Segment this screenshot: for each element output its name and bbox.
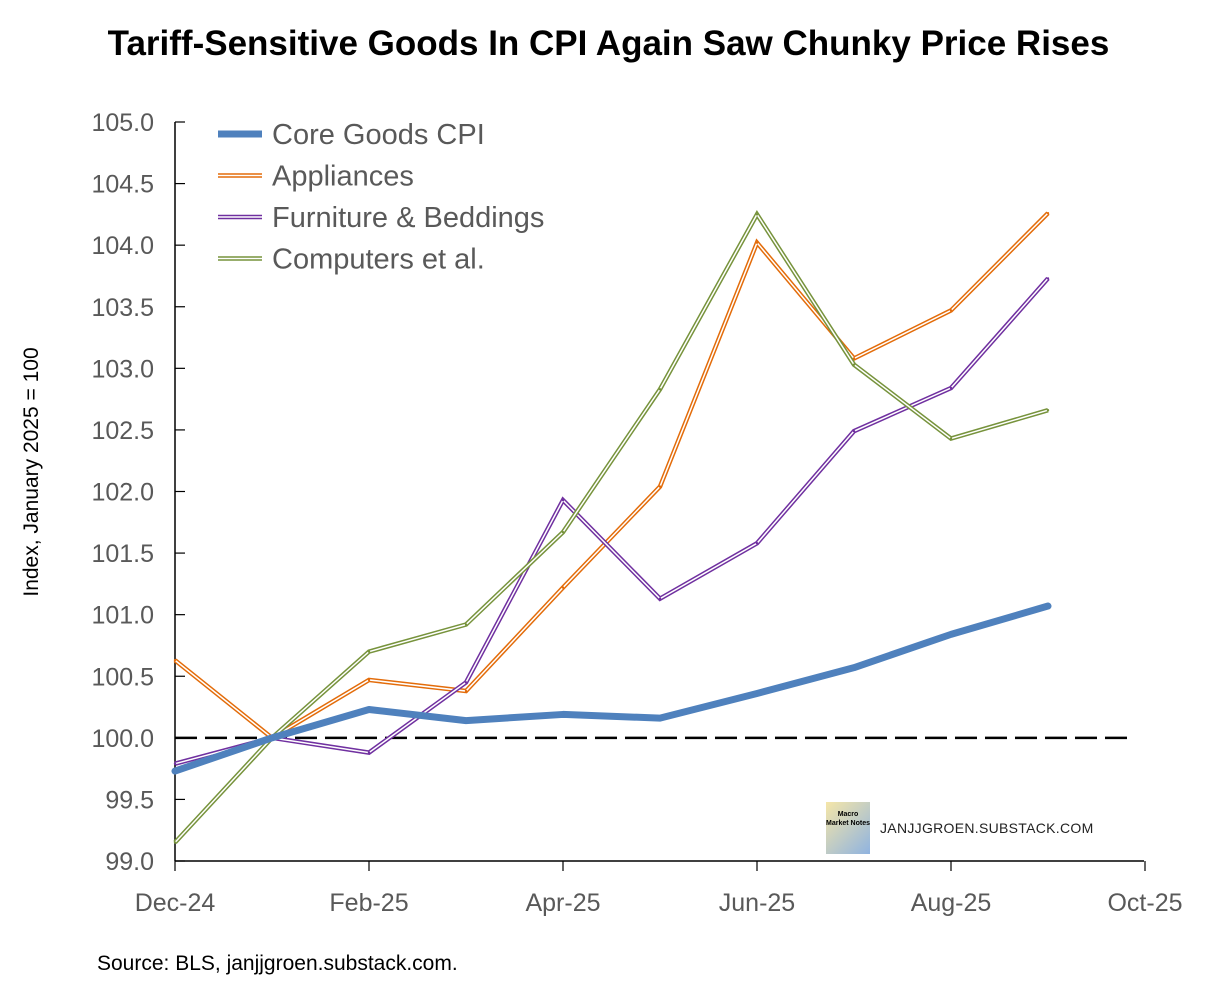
series-line-core-goods-cpi xyxy=(171,602,1052,775)
series-line-appliances xyxy=(173,211,1050,741)
data-point-appliances xyxy=(755,241,759,244)
data-point-furniture-beddings xyxy=(852,429,856,433)
data-point-furniture-beddings xyxy=(561,498,565,502)
y-tick-label: 102.5 xyxy=(91,417,154,445)
data-point-core-goods-cpi xyxy=(367,708,371,711)
data-point-appliances xyxy=(949,309,953,312)
watermark: Macro Market Notes JANJJGROEN.SUBSTACK.C… xyxy=(826,802,1094,854)
data-point-appliances xyxy=(173,659,177,662)
data-point-core-goods-cpi xyxy=(561,713,565,716)
series-line-computers-et-al xyxy=(173,209,1049,845)
data-point-computers-et-al xyxy=(852,363,856,366)
y-tick-label: 101.0 xyxy=(91,602,154,630)
watermark-logo: Macro Market Notes xyxy=(826,802,870,854)
data-point-core-goods-cpi xyxy=(464,719,468,722)
data-point-appliances xyxy=(367,678,371,682)
x-tick-label: Oct-25 xyxy=(1107,889,1182,917)
y-tick-label: 100.5 xyxy=(91,663,154,691)
legend-label: Core Goods CPI xyxy=(272,119,485,151)
data-point-core-goods-cpi xyxy=(658,716,662,720)
data-point-appliances xyxy=(852,357,856,360)
data-point-furniture-beddings xyxy=(464,681,468,684)
data-point-furniture-beddings xyxy=(173,762,177,765)
data-point-computers-et-al xyxy=(173,841,177,844)
series-line-furniture-beddings xyxy=(174,276,1050,766)
data-point-furniture-beddings xyxy=(949,386,953,390)
legend-label: Furniture & Beddings xyxy=(272,202,544,234)
data-point-core-goods-cpi xyxy=(173,769,177,773)
y-tick-label: 103.5 xyxy=(91,294,154,322)
y-tick-label: 104.0 xyxy=(91,232,154,260)
data-point-computers-et-al xyxy=(658,388,662,391)
data-point-computers-et-al xyxy=(949,437,953,440)
legend-label: Computers et al. xyxy=(272,244,485,276)
y-tick-label: 102.0 xyxy=(91,479,154,507)
x-tick-label: Aug-25 xyxy=(911,889,992,917)
data-point-computers-et-al xyxy=(1046,409,1050,412)
y-tick-label: 99.0 xyxy=(105,848,154,876)
x-tick-label: Jun-25 xyxy=(719,889,795,917)
chart-title: Tariff-Sensitive Goods In CPI Again Saw … xyxy=(107,24,1110,63)
data-point-appliances xyxy=(561,586,565,589)
data-point-core-goods-cpi xyxy=(270,736,274,740)
data-point-furniture-beddings xyxy=(755,542,759,545)
y-tick-label: 105.0 xyxy=(91,109,154,137)
data-point-computers-et-al xyxy=(464,623,468,626)
series-line-inner-furniture-beddings xyxy=(174,277,1049,765)
series-line-inner-appliances xyxy=(174,212,1049,739)
y-tick-label: 101.5 xyxy=(91,540,154,568)
data-point-computers-et-al xyxy=(561,530,565,534)
data-point-furniture-beddings xyxy=(1046,277,1050,280)
legend-label: Appliances xyxy=(272,161,414,193)
x-tick-label: Feb-25 xyxy=(329,889,408,917)
y-tick-label: 100.0 xyxy=(91,725,154,753)
data-point-appliances xyxy=(658,485,662,488)
data-point-core-goods-cpi xyxy=(1046,604,1050,608)
data-point-furniture-beddings xyxy=(658,597,662,600)
data-point-computers-et-al xyxy=(367,650,371,653)
x-tick-label: Dec-24 xyxy=(135,889,216,917)
data-point-appliances xyxy=(464,689,468,693)
data-point-core-goods-cpi xyxy=(755,692,759,695)
data-point-core-goods-cpi xyxy=(852,666,856,669)
y-tick-label: 103.0 xyxy=(91,355,154,383)
watermark-text: JANJJGROEN.SUBSTACK.COM xyxy=(880,820,1094,836)
data-point-core-goods-cpi xyxy=(949,633,953,636)
data-point-appliances xyxy=(1046,211,1050,215)
x-tick-label: Apr-25 xyxy=(525,889,600,917)
series-line-inner-computers-et-al xyxy=(174,212,1049,844)
data-point-furniture-beddings xyxy=(367,751,371,754)
source-note: Source: BLS, janjjgroen.substack.com. xyxy=(97,952,458,975)
y-tick-label: 104.5 xyxy=(91,171,154,199)
data-point-computers-et-al xyxy=(755,213,759,216)
y-tick-label: 99.5 xyxy=(105,786,154,814)
